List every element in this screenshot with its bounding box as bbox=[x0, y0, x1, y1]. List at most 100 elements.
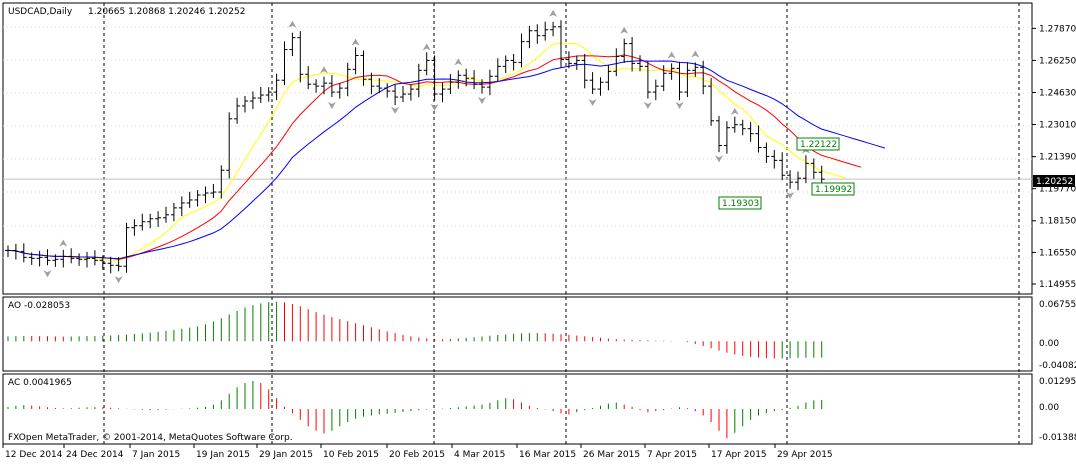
ohlc-bar bbox=[573, 55, 580, 70]
ac-tick-label: 0.00 bbox=[1039, 403, 1059, 413]
ohlc-bar bbox=[147, 213, 154, 229]
fractal-down-arrow bbox=[43, 270, 52, 278]
fractal-up-arrow bbox=[667, 51, 676, 59]
ohlc-bar bbox=[313, 79, 320, 93]
ohlc-bar bbox=[431, 55, 438, 101]
ohlc-bar bbox=[479, 79, 485, 94]
ohlc-bar bbox=[644, 61, 651, 99]
current-price-label: 1.20252 bbox=[1036, 177, 1073, 187]
ohlc-bar bbox=[170, 202, 177, 222]
ma-slow-line bbox=[7, 60, 886, 260]
time-tick-label: 24 Dec 2014 bbox=[66, 450, 124, 460]
fractal-down-arrow bbox=[478, 97, 486, 105]
ohlc-bar bbox=[297, 31, 304, 83]
ohlc-bar bbox=[131, 219, 138, 236]
ac-tick-label: 0.012952 bbox=[1039, 377, 1076, 387]
ohlc-bar bbox=[407, 84, 414, 101]
time-tick-label: 12 Dec 2014 bbox=[5, 450, 63, 460]
ao-panel-frame bbox=[2, 296, 1033, 372]
ohlc-bar bbox=[494, 58, 501, 82]
ohlc-bar bbox=[226, 112, 233, 179]
ohlc-bar bbox=[486, 69, 493, 96]
time-tick-label: 10 Feb 2015 bbox=[323, 450, 379, 460]
price-label-box bbox=[718, 196, 762, 210]
fractal-down-arrow bbox=[786, 192, 795, 200]
ohlc-bar bbox=[637, 55, 643, 72]
ohlc-bar bbox=[439, 82, 446, 103]
ohlc-bar bbox=[257, 86, 264, 103]
ac-title: AC 0.0041965 bbox=[8, 378, 72, 388]
time-tick-label: 19 Jan 2015 bbox=[196, 450, 250, 460]
symbol-label: USDCAD,Daily bbox=[8, 7, 73, 17]
price-label-text: 1.19992 bbox=[815, 185, 852, 195]
ohlc-bar bbox=[60, 249, 67, 268]
time-tick-label: 26 Mar 2015 bbox=[583, 450, 640, 460]
time-tick-label: 7 Jan 2015 bbox=[132, 450, 180, 460]
ohlc-bar bbox=[558, 20, 564, 68]
time-tick-label: 16 Mar 2015 bbox=[519, 450, 576, 460]
ohlc-bar bbox=[392, 84, 399, 106]
ohlc-bar bbox=[368, 72, 375, 95]
time-tick-label: 29 Jan 2015 bbox=[259, 450, 313, 460]
ohlc-bar bbox=[178, 196, 185, 216]
time-tick-label: 4 Mar 2015 bbox=[454, 450, 505, 460]
ohlc-bar bbox=[139, 213, 146, 231]
ohlc-bar bbox=[155, 211, 162, 227]
ohlc-bar bbox=[384, 83, 391, 98]
ao-tick-label: 0.06755 bbox=[1039, 300, 1076, 310]
price-tick-label: 1.21390 bbox=[1039, 153, 1076, 163]
grid-separators bbox=[3, 3, 1032, 444]
ohlc-bar bbox=[787, 170, 794, 189]
ohlc-bar bbox=[589, 72, 596, 95]
ohlc-bar bbox=[52, 254, 59, 267]
ohlc-bar bbox=[218, 165, 225, 199]
ohlc-bar bbox=[723, 121, 730, 154]
moving-averages bbox=[7, 42, 886, 262]
ohlc-bar bbox=[526, 25, 533, 49]
ohlc-bar bbox=[415, 63, 422, 98]
ohlc-bar bbox=[652, 79, 659, 101]
ohlc-bar bbox=[163, 206, 169, 223]
fractal-down-arrow bbox=[430, 103, 439, 111]
ohlc-bar bbox=[91, 250, 98, 266]
fractal-up-arrow bbox=[320, 66, 328, 74]
ohlc-bar bbox=[352, 47, 359, 75]
ohlc-bar bbox=[210, 183, 217, 198]
ohlc-bar bbox=[123, 222, 130, 273]
time-tick-label: 29 Apr 2015 bbox=[777, 450, 833, 460]
price-axis: 1.27870 1.26250 1.24630 1.23010 1.21390 1.197… bbox=[1032, 24, 1076, 443]
price-tick-label: 1.27870 bbox=[1039, 24, 1076, 34]
ac-histogram bbox=[7, 380, 823, 439]
time-tick-label: 20 Feb 2015 bbox=[389, 450, 445, 460]
price-labels: 1.22122 1.19303 1.19992 bbox=[718, 137, 855, 210]
ohlc-bar bbox=[84, 251, 90, 268]
ohlc-bar bbox=[731, 116, 738, 133]
ohlc-bar bbox=[708, 78, 715, 126]
price-tick-label: 1.23010 bbox=[1039, 121, 1076, 131]
ohlc-bar bbox=[186, 191, 193, 208]
ohlc-bar bbox=[234, 97, 241, 124]
ohlc-bar bbox=[360, 50, 367, 86]
ohlc-bar bbox=[597, 77, 604, 96]
ohlc-bar bbox=[810, 158, 817, 179]
ohlc-bar bbox=[5, 245, 11, 257]
ohlc-bar bbox=[28, 252, 35, 265]
ohlc-bar bbox=[447, 74, 454, 95]
ohlc-bar bbox=[76, 253, 83, 266]
ac-tick-label: -0.013880 bbox=[1039, 433, 1076, 443]
ohlc-bar bbox=[12, 243, 19, 260]
ohlc-bar bbox=[621, 38, 628, 63]
ohlc-bar bbox=[518, 33, 525, 68]
ohlc-bar bbox=[700, 60, 707, 95]
fractal-down-arrow bbox=[643, 101, 652, 109]
ohlc-readout: 1.20665 1.20868 1.20246 1.20252 bbox=[88, 7, 245, 17]
ohlc-bar bbox=[629, 37, 636, 72]
fractal-down-arrow bbox=[327, 101, 336, 109]
ohlc-bar bbox=[684, 62, 691, 98]
price-tick-label: 1.26250 bbox=[1039, 56, 1076, 66]
ohlc-bar bbox=[99, 255, 106, 270]
fractal-markers bbox=[43, 9, 810, 284]
ao-tick-label: 0.00 bbox=[1039, 339, 1059, 349]
